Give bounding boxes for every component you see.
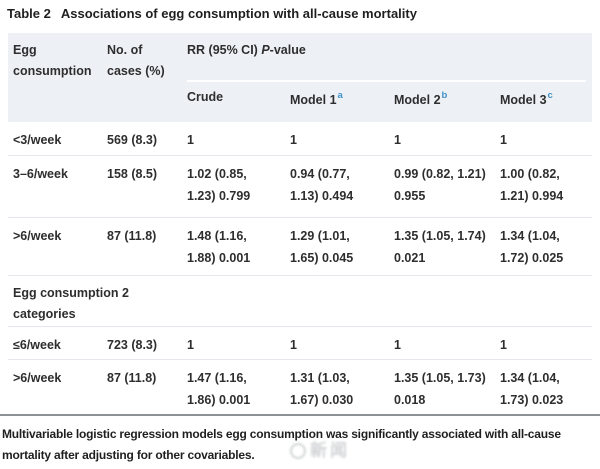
row-crude: 1.02 (0.85, 1.23) 0.799 [187,167,251,203]
header-rr-group: RR (95% CI) P-value [187,43,306,57]
table-row-lt3-week: <3/week 569 (8.3) 1 1 1 1 [8,122,592,156]
table-number: Table 2 [7,6,51,21]
row-cases: 87 (11.8) [107,371,157,385]
row-model3: 1 [500,133,507,147]
table-caption: Associations of egg consumption with all… [60,6,417,21]
table-row-le6-week: ≤6/week 723 (8.3) 1 1 1 1 [8,327,592,360]
row-model2: 1 [394,338,401,352]
table-header: Egg consumption No. of cases (%) RR (95%… [8,33,592,122]
row-category: ≤6/week [13,338,61,352]
table-title: Table 2 Associations of egg consumption w… [0,0,600,27]
row-model3: 1 [500,338,507,352]
table: Egg consumption No. of cases (%) RR (95%… [8,33,592,414]
row-cases: 87 (11.8) [107,229,157,243]
header-model1: Model 1a [290,90,343,108]
row-cases: 158 (8.5) [107,167,158,181]
row-category: 3–6/week [13,167,68,181]
row-model3: 1.34 (1.04, 1.72) 0.025 [500,229,564,265]
header-model2: Model 2b [394,90,448,108]
row-crude: 1.48 (1.16, 1.88) 0.001 [187,229,251,265]
header-crude: Crude [187,90,224,104]
row-model2: 1 [394,133,401,147]
row-cases: 569 (8.3) [107,133,158,147]
header-model3: Model 3c [500,90,553,108]
watermark-logo-icon [290,442,306,459]
table-body: <3/week 569 (8.3) 1 1 1 1 3–6/week 158 (… [8,122,592,414]
table-bottom-rule [0,414,600,416]
table-row-gt6-week: >6/week 87 (11.8) 1.48 (1.16, 1.88) 0.00… [8,218,592,276]
footnote: Multivariable logistic regression models… [2,424,598,466]
row-model1: 1 [290,133,297,147]
model1-footnote-marker: a [337,90,343,101]
row-crude: 1 [187,133,194,147]
row-model1: 1.31 (1.03, 1.67) 0.030 [290,371,354,407]
row-model2: 1.35 (1.05, 1.73) 0.018 [394,371,486,407]
row-model1: 0.94 (0.77, 1.13) 0.494 [290,167,354,203]
row-category: >6/week [13,229,62,243]
row-category: <3/week [13,133,62,147]
row-model1: 1.29 (1.01, 1.65) 0.045 [290,229,354,265]
row-model1: 1 [290,338,297,352]
table-row-gt6-week-2: >6/week 87 (11.8) 1.47 (1.16, 1.86) 0.00… [8,360,592,414]
header-divider-line [187,80,586,82]
watermark: 新闻 [290,440,350,461]
watermark-text: 新闻 [310,441,350,460]
row-model3: 1.34 (1.04, 1.73) 0.023 [500,371,564,407]
model2-footnote-marker: b [441,90,448,101]
row-model3: 1.00 (0.82, 1.21) 0.994 [500,167,564,203]
row-model2: 1.35 (1.05, 1.74) 0.021 [394,229,486,265]
model3-footnote-marker: c [547,90,553,101]
row-crude: 1.47 (1.16, 1.86) 0.001 [187,371,251,407]
row-cases: 723 (8.3) [107,338,158,352]
header-no-of-cases: No. of cases (%) [107,43,165,78]
footnote-text: Multivariable logistic regression models… [2,427,561,462]
row-crude: 1 [187,338,194,352]
row-category: >6/week [13,371,62,385]
header-egg-consumption: Egg consumption [13,43,92,78]
table-row-3-6-week: 3–6/week 158 (8.5) 1.02 (0.85, 1.23) 0.7… [8,156,592,218]
row-model2: 0.99 (0.82, 1.21) 0.955 [394,167,486,203]
section-header-egg-consumption-2-categories: Egg consumption 2 categories [8,276,592,327]
